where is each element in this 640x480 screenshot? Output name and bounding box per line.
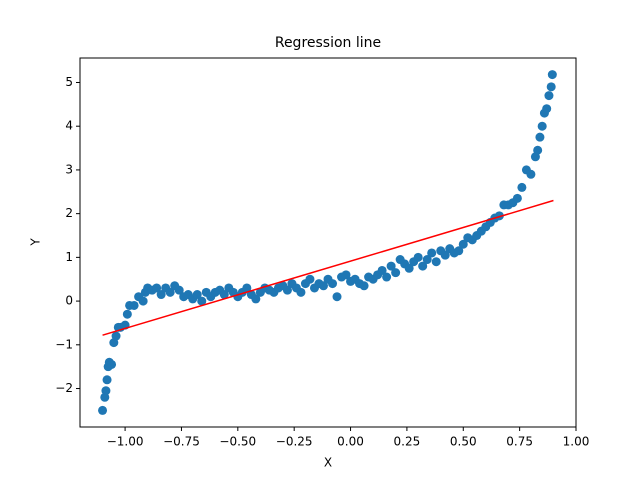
scatter-point [413,252,423,262]
scatter-point [165,287,175,297]
scatter-point [431,257,441,267]
scatter-point [422,255,432,265]
scatter-point [242,283,252,293]
x-tick-label: 1.00 [563,435,590,449]
scatter-point [533,145,543,155]
scatter-point [98,405,108,415]
scatter-point [535,132,545,142]
scatter-point [458,239,468,249]
scatter-point [251,294,261,304]
x-tick-label: −0.75 [163,435,200,449]
scatter-point [296,287,306,297]
scatter-point [102,375,112,385]
scatter-point [544,91,554,101]
scatter-point [377,265,387,275]
scatter-point [547,70,557,80]
scatter-point [512,193,522,203]
y-tick-label: 0 [65,294,73,308]
scatter-point [418,261,428,271]
scatter-point [107,359,117,369]
chart-title: Regression line [275,35,381,51]
scatter-point [440,250,450,260]
scatter-point [546,82,556,92]
x-tick-label: 0.25 [394,435,421,449]
scatter-point [305,274,315,284]
scatter-point [174,285,184,295]
scatter-point [219,290,229,300]
y-tick-label: 2 [65,206,73,220]
scatter-point [111,331,121,341]
scatter-point [192,290,202,300]
scatter-point [197,296,207,306]
x-axis-label: X [324,456,332,470]
scatter-point [391,268,401,278]
scatter-point [542,104,552,114]
plot-frame [79,57,577,428]
scatter-point [386,261,396,271]
x-tick-label: 0.00 [337,435,364,449]
x-tick-label: −0.25 [276,435,313,449]
scatter-point [341,270,351,280]
scatter-point [101,386,111,396]
regression-line [102,199,554,336]
scatter-point [138,296,148,306]
scatter-point [318,281,328,291]
x-tick-label: 0.75 [506,435,533,449]
x-tick-label: 0.50 [450,435,477,449]
scatter-point [382,272,392,282]
x-tick-label: −1.00 [107,435,144,449]
x-tick-label: −0.50 [219,435,256,449]
scatter-point [526,169,536,179]
y-tick-label: 1 [65,250,73,264]
scatter-point [156,290,166,300]
scatter-point [427,248,437,258]
scatter-point [122,309,132,319]
y-tick-label: 4 [65,119,73,133]
scatter-point [517,182,527,192]
scatter-point [332,292,342,302]
scatter-point [129,300,139,310]
scatter-point [282,285,292,295]
y-tick-label: 5 [65,75,73,89]
scatter-point [359,281,369,291]
scatter-point [537,121,547,131]
scatter-point [454,246,464,256]
y-tick-label: 3 [65,162,73,176]
scatter-point [152,283,162,293]
y-tick-label: −2 [55,381,73,395]
scatter-point [404,263,414,273]
scatter-point [328,279,338,289]
y-tick-label: −1 [55,337,73,351]
y-axis-label: Y [29,238,43,247]
